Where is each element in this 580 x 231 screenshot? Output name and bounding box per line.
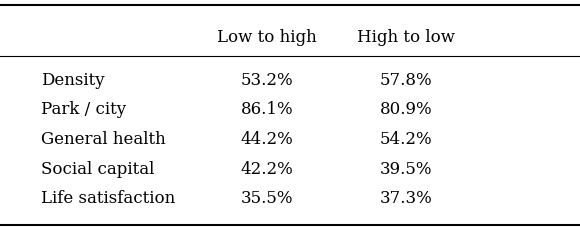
- Text: 80.9%: 80.9%: [380, 101, 432, 118]
- Text: 54.2%: 54.2%: [380, 130, 432, 147]
- Text: Low to high: Low to high: [217, 28, 317, 46]
- Text: Life satisfaction: Life satisfaction: [41, 189, 175, 207]
- Text: Social capital: Social capital: [41, 160, 154, 177]
- Text: 35.5%: 35.5%: [241, 189, 293, 207]
- Text: Density: Density: [41, 71, 104, 88]
- Text: General health: General health: [41, 130, 165, 147]
- Text: 57.8%: 57.8%: [380, 71, 432, 88]
- Text: 86.1%: 86.1%: [241, 101, 293, 118]
- Text: 39.5%: 39.5%: [380, 160, 432, 177]
- Text: 42.2%: 42.2%: [241, 160, 293, 177]
- Text: Park / city: Park / city: [41, 101, 126, 118]
- Text: 37.3%: 37.3%: [380, 189, 432, 207]
- Text: 53.2%: 53.2%: [241, 71, 293, 88]
- Text: 44.2%: 44.2%: [241, 130, 293, 147]
- Text: High to low: High to low: [357, 28, 455, 46]
